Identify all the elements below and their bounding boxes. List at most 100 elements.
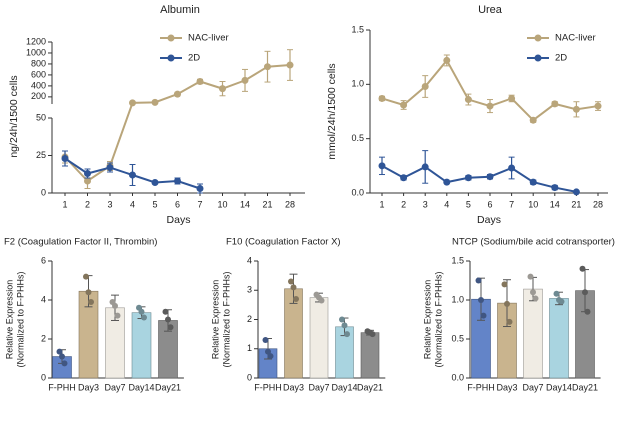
replicate-point — [558, 298, 565, 305]
point — [551, 184, 559, 192]
replicate-point — [293, 296, 299, 303]
point — [378, 94, 386, 102]
x-tick-label: 2 — [401, 199, 406, 209]
point — [106, 164, 114, 171]
x-tick-label: 28 — [285, 199, 295, 209]
y-axis-label: (Normalized to F-PHHs) — [221, 271, 231, 367]
replicate-point — [167, 324, 174, 331]
y-tick-label: 1000 — [26, 47, 46, 57]
bar — [360, 332, 380, 379]
point — [594, 102, 602, 110]
point — [286, 61, 294, 69]
y-tick-label: 2 — [41, 333, 46, 343]
x-tick-label: 3 — [107, 199, 112, 209]
y-tick-label: 1200 — [26, 36, 46, 46]
replicate-point — [318, 297, 325, 304]
point — [486, 173, 494, 181]
point — [196, 185, 204, 192]
point — [464, 174, 472, 182]
replicate-point — [138, 308, 145, 315]
y-tick-label: 400 — [31, 80, 46, 90]
replicate-point — [478, 297, 484, 303]
x-tick-label: Day14 — [331, 382, 357, 392]
point — [241, 76, 249, 84]
point — [219, 85, 226, 93]
replicate-point — [506, 318, 513, 325]
y-tick-label: 0 — [41, 372, 46, 382]
replicate-point — [290, 284, 297, 291]
replicate-point — [480, 312, 487, 319]
replicate-point — [162, 308, 169, 315]
legend-label: 2D — [188, 53, 200, 64]
point — [400, 101, 408, 109]
x-tick-label: 6 — [175, 199, 180, 209]
replicate-point — [83, 273, 89, 280]
point — [529, 178, 537, 186]
x-tick-label: 1 — [379, 199, 384, 209]
series-line — [64, 64, 291, 183]
replicate-point — [501, 281, 508, 288]
bar — [549, 298, 569, 379]
point — [464, 96, 472, 104]
legend-label: 2D — [555, 53, 567, 64]
legend-marker — [167, 54, 175, 62]
y-tick-label: 0.0 — [451, 372, 464, 382]
x-tick-label: 14 — [550, 199, 560, 209]
point — [264, 63, 271, 71]
y-tick-label: 1 — [247, 343, 252, 353]
replicate-point — [504, 300, 510, 307]
y-tick-label: 1.0 — [451, 294, 464, 304]
replicate-point — [582, 289, 588, 296]
x-tick-label: Day21 — [572, 382, 598, 392]
x-tick-label: Day3 — [78, 382, 99, 392]
x-tick-label: 7 — [509, 199, 514, 209]
point — [129, 171, 136, 179]
y-tick-label: 600 — [31, 69, 46, 79]
series-line — [381, 164, 577, 193]
replicate-point — [88, 298, 94, 305]
x-axis-label: Days — [167, 214, 191, 226]
chart-title: Urea — [478, 4, 503, 16]
x-tick-label: F-PHH — [254, 382, 282, 392]
replicate-point — [85, 289, 92, 296]
replicate-point — [262, 336, 269, 343]
x-tick-label: 21 — [571, 199, 581, 209]
point — [572, 105, 580, 113]
x-tick-label: Day7 — [308, 382, 329, 392]
y-tick-label: 200 — [31, 91, 46, 101]
y-tick-label: 0.0 — [351, 187, 364, 197]
point — [529, 116, 537, 124]
y-tick-label: 2 — [247, 314, 252, 324]
y-axis-label: ng/24h/1500 cells — [8, 75, 20, 157]
x-tick-label: Day14 — [128, 382, 154, 392]
point — [378, 162, 386, 170]
y-tick-label: 6 — [41, 255, 46, 265]
point — [508, 94, 516, 102]
y-tick-label: 0.5 — [351, 133, 364, 143]
point — [151, 98, 159, 106]
bar — [131, 312, 152, 379]
x-tick-label: 3 — [423, 199, 428, 209]
y-axis-label: (Normalized to F-PHHs) — [433, 271, 443, 367]
y-tick-label: 0.5 — [451, 333, 464, 343]
point — [486, 102, 494, 110]
point — [174, 90, 181, 98]
legend-marker — [167, 34, 175, 42]
y-tick-label: 1.5 — [351, 24, 364, 34]
x-tick-label: Day21 — [357, 382, 383, 392]
x-tick-label: Day3 — [283, 382, 304, 392]
point — [196, 78, 204, 86]
legend-label: NAC-liver — [188, 33, 229, 44]
replicate-point — [61, 360, 68, 367]
y-axis-label: (Normalized to F-PHHs) — [15, 271, 25, 367]
y-tick-label: 4 — [41, 294, 46, 304]
x-tick-label: F-PHH — [467, 382, 495, 392]
replicate-point — [475, 277, 482, 284]
y-tick-label: 50 — [36, 112, 46, 122]
point — [129, 99, 136, 107]
replicate-point — [267, 353, 274, 360]
point — [421, 163, 429, 171]
y-tick-label: 3 — [247, 285, 252, 295]
legend-label: NAC-liver — [555, 33, 596, 44]
